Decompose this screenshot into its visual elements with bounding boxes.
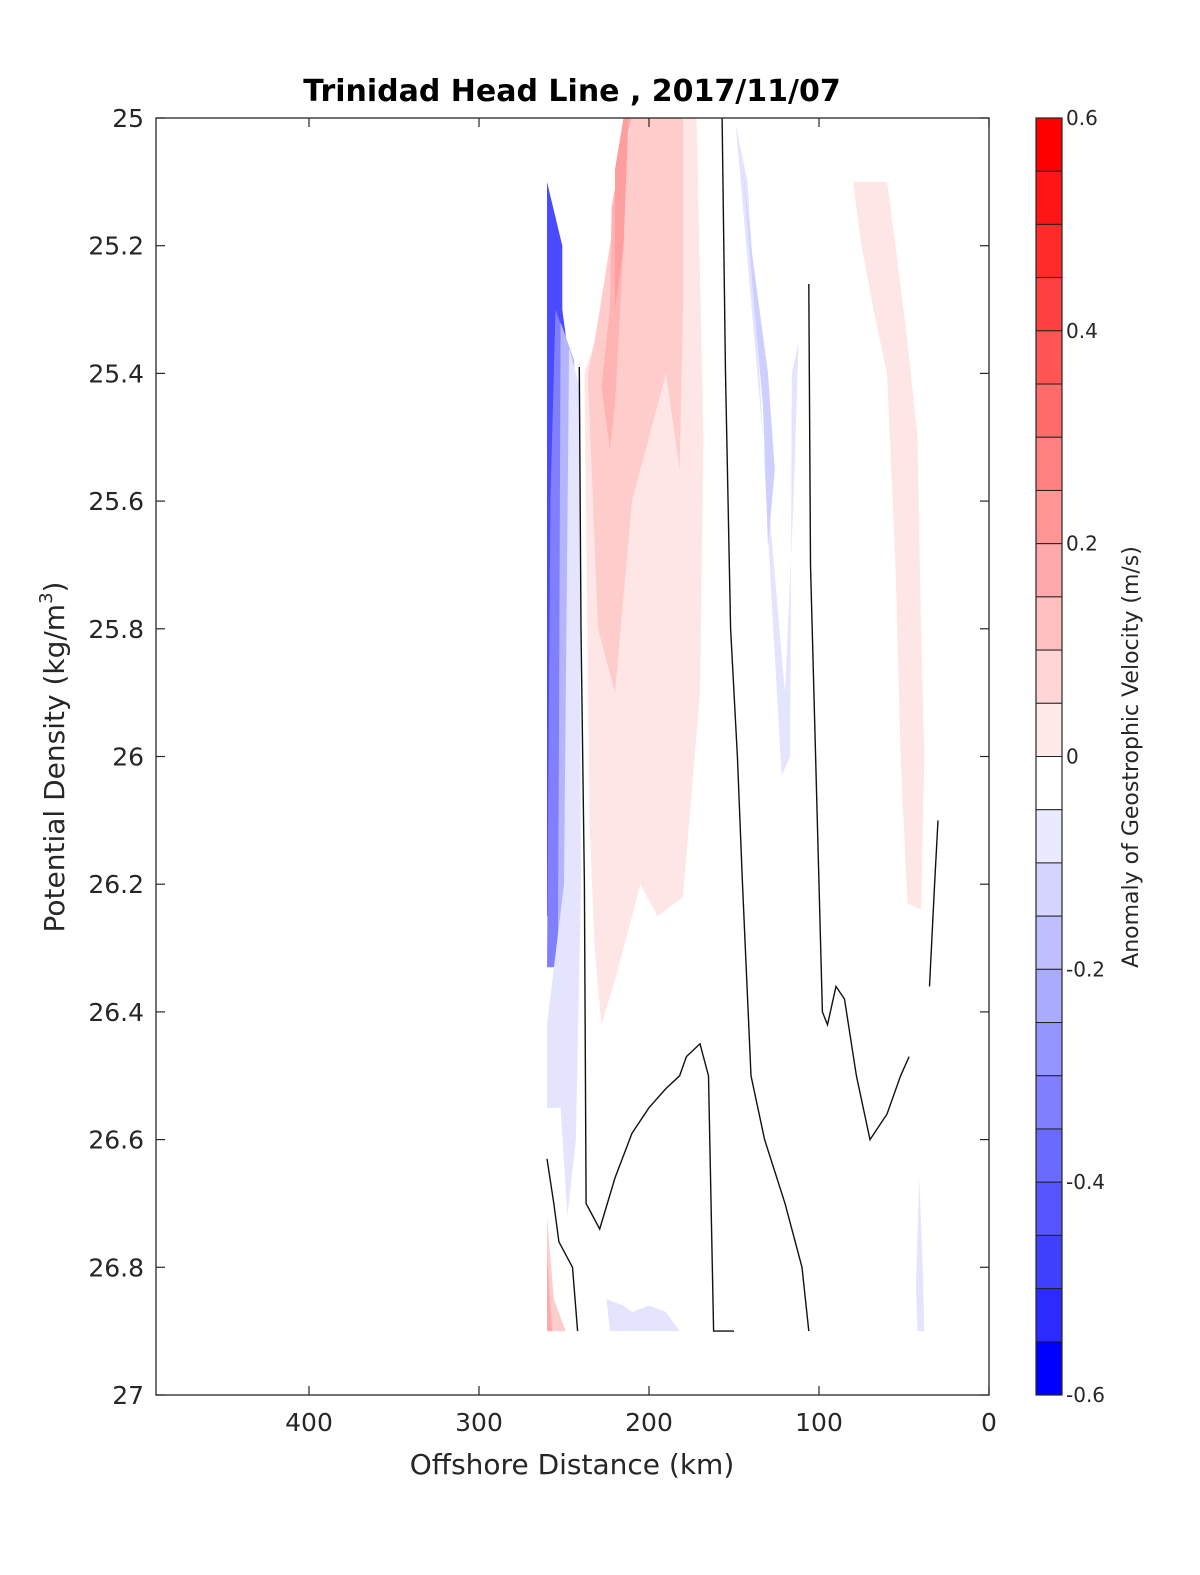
y-tick-label: 25.6 <box>88 487 144 516</box>
colorbar-tick-label: -0.2 <box>1066 957 1105 981</box>
zero-contour-line-4 <box>928 820 939 987</box>
colorbar: 0.6 0.4 0.2 0 -0.2 -0.4 -0.6 <box>1035 106 1105 1407</box>
contour-region-blue-deep-2 <box>915 1177 925 1332</box>
x-tick-label: 0 <box>981 1408 997 1437</box>
colorbar-frame <box>1035 117 1063 1396</box>
contour-region-red-deep <box>547 1216 566 1332</box>
y-tick-label: 26 <box>112 743 144 772</box>
x-tick-label: 400 <box>285 1408 333 1437</box>
y-axis-label-close: ) <box>38 582 71 593</box>
y-tick-label: 25 <box>112 104 144 133</box>
colorbar-swatch <box>1035 1022 1063 1077</box>
colorbar-swatch <box>1035 649 1063 704</box>
chart-title: Trinidad Head Line , 2017/11/07 <box>303 74 840 109</box>
colorbar-label: Anomaly of Geostrophic Velocity (m/s) <box>1119 546 1144 968</box>
colorbar-tick-label: 0.2 <box>1066 532 1098 556</box>
colorbar-tick-label: 0 <box>1066 745 1079 769</box>
colorbar-swatch <box>1035 915 1063 970</box>
zero-contour-line-1 <box>546 1158 579 1332</box>
colorbar-tick-label: -0.6 <box>1066 1383 1105 1407</box>
contour-region-red-core <box>615 118 629 310</box>
x-tick-label: 100 <box>795 1408 843 1437</box>
y-axis-label-main: Potential Density (kg/m <box>38 604 71 933</box>
y-tick-label: 26.4 <box>88 998 144 1027</box>
zero-contour-line-2 <box>721 118 810 1332</box>
colorbar-swatch <box>1035 1181 1063 1236</box>
colorbar-swatch <box>1035 277 1063 332</box>
colorbar-tick-label: -0.4 <box>1066 1170 1105 1194</box>
colorbar-swatch <box>1035 968 1063 1024</box>
y-axis-label-superscript: 3 <box>36 592 57 603</box>
x-axis-label: Offshore Distance (km) <box>410 1448 735 1481</box>
contour-region-blue-nearshore-2 <box>742 162 775 546</box>
colorbar-swatch <box>1035 489 1063 545</box>
colorbar-tick-label: 0.6 <box>1066 106 1098 130</box>
y-tick-label: 26.2 <box>88 870 144 899</box>
y-axis: 25 25.2 25.4 25.6 25.8 26 26.2 26.4 26.6 26.8 27 <box>88 104 989 1410</box>
colorbar-swatch <box>1035 809 1063 864</box>
colorbar-swatch <box>1035 1288 1063 1343</box>
contour-region-blue-deep-1 <box>606 1299 680 1332</box>
colorbar-swatch <box>1035 1234 1063 1290</box>
x-tick-label: 200 <box>625 1408 673 1437</box>
filled-contours <box>547 118 925 1332</box>
y-tick-label: 26.8 <box>88 1253 144 1282</box>
colorbar-swatch <box>1035 596 1063 651</box>
colorbar-swatch <box>1035 223 1063 279</box>
colorbar-swatch <box>1035 702 1063 758</box>
colorbar-swatch <box>1035 1075 1063 1130</box>
y-tick-label: 25.2 <box>88 232 144 261</box>
y-tick-label: 26.6 <box>88 1126 144 1155</box>
colorbar-tick-label: 0.4 <box>1066 319 1098 343</box>
y-tick-label: 27 <box>112 1381 144 1410</box>
y-tick-label: 25.4 <box>88 359 144 388</box>
colorbar-swatch <box>1035 383 1063 438</box>
zero-contour-line-3 <box>808 283 910 1142</box>
zero-contour-line-0 <box>578 366 734 1332</box>
x-axis: 400 300 200 100 0 <box>285 118 997 1437</box>
colorbar-swatch <box>1035 436 1063 491</box>
colorbar-swatch <box>1035 756 1063 811</box>
colorbar-swatch <box>1035 1128 1063 1183</box>
contour-region-blue-band-4 <box>547 347 581 1217</box>
contour-region-red-deep-2 <box>547 1254 553 1332</box>
colorbar-swatch <box>1035 543 1063 598</box>
colorbar-swatch <box>1035 862 1063 917</box>
colorbar-swatch <box>1035 170 1063 225</box>
y-tick-label: 25.8 <box>88 615 144 644</box>
contour-region-red-nearshore <box>853 181 925 910</box>
colorbar-swatch <box>1035 1341 1063 1396</box>
x-tick-label: 300 <box>455 1408 503 1437</box>
zero-contour-lines <box>546 118 939 1332</box>
colorbar-swatch <box>1035 117 1063 172</box>
y-axis-label: Potential Density (kg/m3) <box>36 582 71 933</box>
colorbar-swatch <box>1035 330 1063 385</box>
contour-region-blue-nearshore-1 <box>735 124 799 776</box>
